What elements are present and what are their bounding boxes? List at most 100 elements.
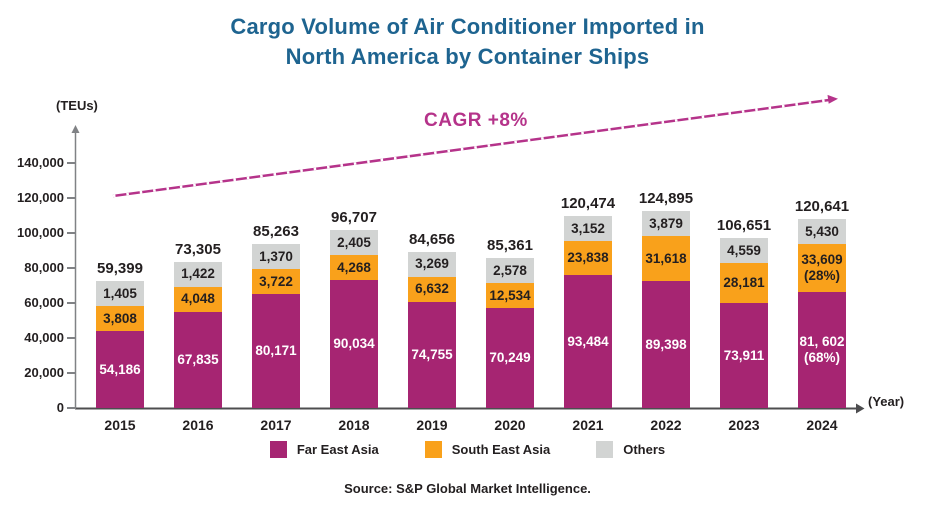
- y-tick-mark-100-000: [67, 232, 76, 234]
- legend-label: South East Asia: [451, 442, 551, 457]
- legend: Far East Asia South East Asia Others: [0, 441, 935, 458]
- bar-total-label-2015: 59,399: [97, 260, 143, 278]
- segment-value-label: 4,559: [727, 242, 761, 258]
- y-tick-label-100-000: 100,000: [17, 225, 64, 240]
- y-tick-mark-80-000: [67, 267, 76, 269]
- bar-segment-far-east-asia-2018: 90,034: [330, 280, 378, 408]
- bar-segment-south-east-asia-2020: 12,534: [486, 283, 534, 309]
- segment-value-label: 23,838: [567, 250, 609, 266]
- bar-segment-south-east-asia-2023: 28,181: [720, 263, 768, 304]
- y-tick-mark-40-000: [67, 337, 76, 339]
- bar-segment-far-east-asia-2016: 67,835: [174, 311, 222, 408]
- legend-swatch-icon: [269, 441, 287, 458]
- bar-segment-south-east-asia-2016: 4,048: [174, 286, 222, 312]
- legend-swatch-icon: [596, 441, 614, 458]
- cagr-arrowhead-icon: [827, 94, 838, 104]
- x-axis-label-2024: 2024: [806, 417, 838, 433]
- segment-value-label: 74,755: [411, 346, 453, 362]
- bar-segment-far-east-asia-2024: 81, 602 (68%): [798, 292, 846, 408]
- bar-segment-far-east-asia-2023: 73,911: [720, 303, 768, 408]
- segment-value-label: 3,152: [571, 220, 605, 236]
- segment-value-label: 12,534: [489, 287, 531, 303]
- segment-value-label: 81, 602 (68%): [799, 334, 845, 366]
- x-axis-label-2017: 2017: [260, 417, 292, 433]
- legend-item-far-east-asia: Far East Asia: [269, 441, 379, 458]
- legend-label: Far East Asia: [296, 442, 379, 457]
- bar-total-label-2024: 120,641: [794, 198, 850, 216]
- bar-segment-south-east-asia-2017: 3,722: [252, 269, 300, 295]
- bar-segment-others-2020: 2,578: [486, 258, 534, 284]
- segment-value-label: 2,578: [493, 262, 527, 278]
- segment-value-label: 73,911: [723, 347, 765, 363]
- bar-segment-far-east-asia-2019: 74,755: [408, 301, 456, 408]
- legend-item-south-east-asia: South East Asia: [424, 441, 551, 458]
- x-axis-label-2018: 2018: [338, 417, 370, 433]
- segment-value-label: 1,422: [181, 266, 215, 282]
- y-tick-mark-20-000: [67, 372, 76, 374]
- bar-segment-others-2015: 1,405: [96, 281, 144, 307]
- segment-value-label: 4,048: [181, 291, 215, 307]
- bar-segment-others-2024: 5,430: [798, 219, 846, 245]
- cagr-annotation: CAGR +8%: [424, 110, 528, 131]
- bar-segment-others-2018: 2,405: [330, 230, 378, 256]
- bar-total-label-2019: 84,656: [409, 230, 455, 248]
- x-axis-label-2023: 2023: [728, 417, 760, 433]
- segment-value-label: 31,618: [645, 250, 687, 266]
- y-tick-mark-60-000: [67, 302, 76, 304]
- source-note: Source: S&P Global Market Intelligence.: [344, 481, 591, 496]
- bar-segment-others-2019: 3,269: [408, 251, 456, 277]
- segment-value-label: 3,722: [259, 273, 293, 289]
- segment-value-label: 67,835: [177, 351, 219, 367]
- bar-total-label-2018: 96,707: [331, 209, 377, 227]
- bar-segment-others-2022: 3,879: [642, 211, 690, 237]
- x-axis-arrowhead-icon: [856, 403, 865, 414]
- segment-value-label: 1,370: [259, 248, 293, 264]
- y-tick-label-0: 0: [56, 400, 64, 415]
- bar-total-label-2022: 124,895: [638, 190, 694, 208]
- legend-swatch-icon: [424, 441, 442, 458]
- bar-segment-others-2023: 4,559: [720, 238, 768, 264]
- y-tick-mark-140-000: [67, 162, 76, 164]
- bar-segment-south-east-asia-2018: 4,268: [330, 255, 378, 281]
- chart-title-line2: North America by Container Ships: [285, 44, 650, 69]
- y-axis-unit-label: (TEUs): [56, 98, 98, 113]
- y-axis-arrowhead-icon: [71, 125, 80, 133]
- bar-segment-far-east-asia-2017: 80,171: [252, 294, 300, 408]
- y-tick-mark-120-000: [67, 197, 76, 199]
- segment-value-label: 1,405: [103, 285, 137, 301]
- x-axis-label-2015: 2015: [104, 417, 136, 433]
- x-axis-label-2019: 2019: [416, 417, 448, 433]
- y-tick-label-40-000: 40,000: [24, 330, 64, 345]
- bar-total-label-2023: 106,651: [716, 217, 772, 235]
- segment-value-label: 89,398: [645, 336, 687, 352]
- legend-item-others: Others: [596, 441, 665, 458]
- bar-total-label-2016: 73,305: [175, 240, 221, 258]
- segment-value-label: 3,269: [415, 256, 449, 272]
- segment-value-label: 33,609 (28%): [801, 252, 843, 284]
- segment-value-label: 2,405: [337, 234, 371, 250]
- segment-value-label: 3,879: [649, 215, 683, 231]
- x-axis-label-2022: 2022: [650, 417, 682, 433]
- y-tick-mark-0: [67, 407, 76, 409]
- chart-title: Cargo Volume of Air Conditioner Imported…: [0, 12, 935, 72]
- segment-value-label: 93,484: [567, 333, 609, 349]
- segment-value-label: 3,808: [103, 310, 137, 326]
- bar-total-label-2017: 85,263: [253, 223, 299, 241]
- segment-value-label: 90,034: [333, 336, 375, 352]
- segment-value-label: 80,171: [255, 343, 297, 359]
- y-tick-label-120-000: 120,000: [17, 190, 64, 205]
- x-axis-unit-label: (Year): [868, 394, 905, 409]
- bar-segment-far-east-asia-2020: 70,249: [486, 308, 534, 408]
- x-axis-label-2021: 2021: [572, 417, 604, 433]
- bar-segment-south-east-asia-2019: 6,632: [408, 276, 456, 302]
- y-tick-label-20-000: 20,000: [24, 365, 64, 380]
- segment-value-label: 4,268: [337, 259, 371, 275]
- segment-value-label: 6,632: [415, 281, 449, 297]
- x-axis-label-2016: 2016: [182, 417, 214, 433]
- bar-segment-south-east-asia-2022: 31,618: [642, 236, 690, 282]
- bar-segment-far-east-asia-2022: 89,398: [642, 281, 690, 408]
- bar-segment-far-east-asia-2015: 54,186: [96, 331, 144, 408]
- bar-segment-far-east-asia-2021: 93,484: [564, 275, 612, 408]
